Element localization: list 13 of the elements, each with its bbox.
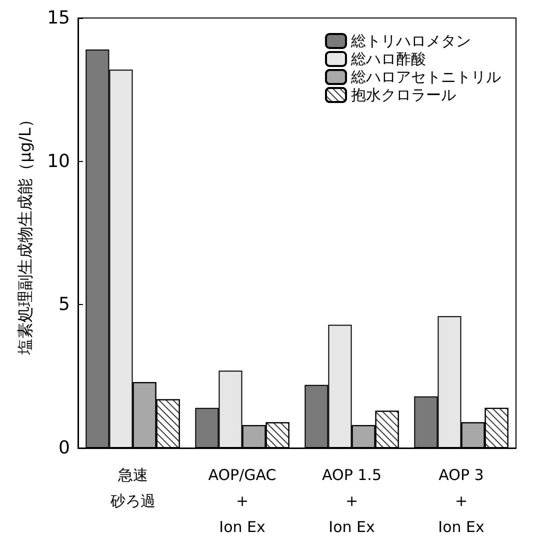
y-tick-label: 0 (58, 438, 70, 458)
x-tick-label: AOP 1.5 + Ion Ex (322, 466, 382, 536)
y-tick-label: 10 (47, 150, 70, 172)
legend-label: 総ハロ酢酸 (350, 50, 426, 68)
y-tick-label: 5 (58, 294, 70, 316)
legend-label: 抱水クロラール (351, 86, 456, 104)
legend-label: 総トリハロメタン (350, 32, 471, 50)
legend-label: 総ハロアセトニトリル (350, 68, 501, 86)
x-tick-label: AOP/GAC + Ion Ex (208, 466, 276, 536)
y-axis-title: 塩素処理副生成物生成能（μg/L） (16, 112, 34, 356)
x-tick-label: 急速砂ろ過 (109, 466, 156, 510)
y-tick-label: 15 (47, 8, 70, 28)
x-tick-label: AOP 3 + Ion Ex (438, 466, 484, 536)
